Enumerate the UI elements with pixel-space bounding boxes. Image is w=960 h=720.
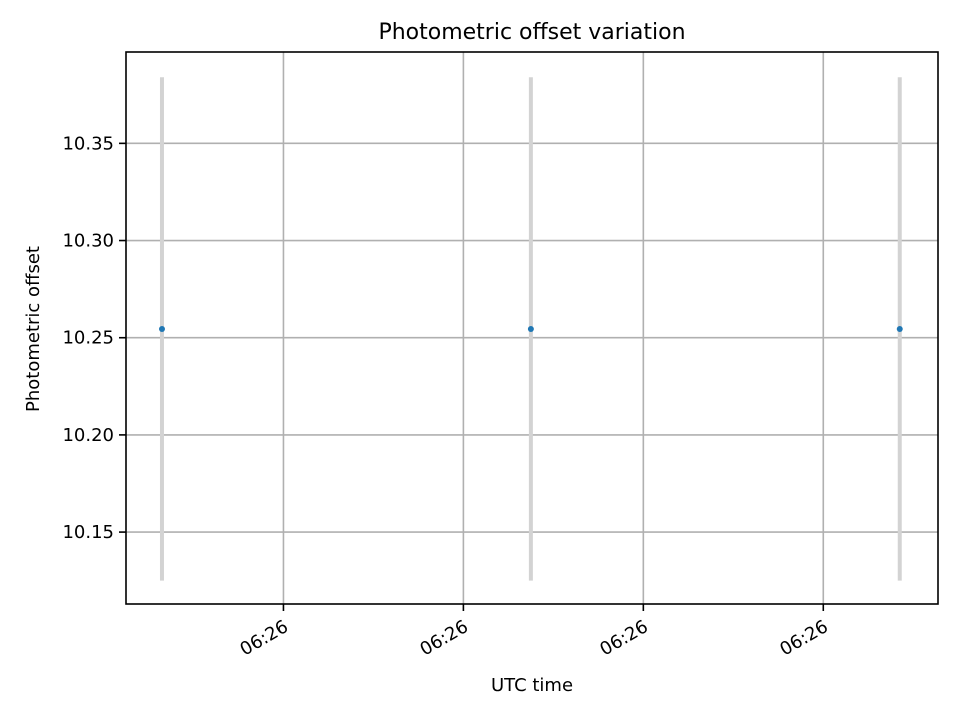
- y-tick-label: 10.20: [62, 425, 114, 446]
- y-axis-label: Photometric offset: [23, 246, 44, 412]
- y-tick-label: 10.15: [62, 522, 114, 543]
- plot-frame: [125, 51, 939, 605]
- chart-title: Photometric offset variation: [378, 20, 685, 45]
- y-tick-label: 10.30: [62, 231, 114, 252]
- data-point: [158, 325, 165, 332]
- data-points: [158, 325, 903, 332]
- x-axis-label: UTC time: [491, 675, 573, 696]
- y-tick-label: 10.35: [62, 133, 114, 154]
- data-point: [896, 325, 903, 332]
- data-point: [527, 325, 534, 332]
- y-axis-ticks: 10.15 10.20 10.25 10.30 10.35: [62, 133, 126, 543]
- y-tick-label: 10.25: [62, 328, 114, 349]
